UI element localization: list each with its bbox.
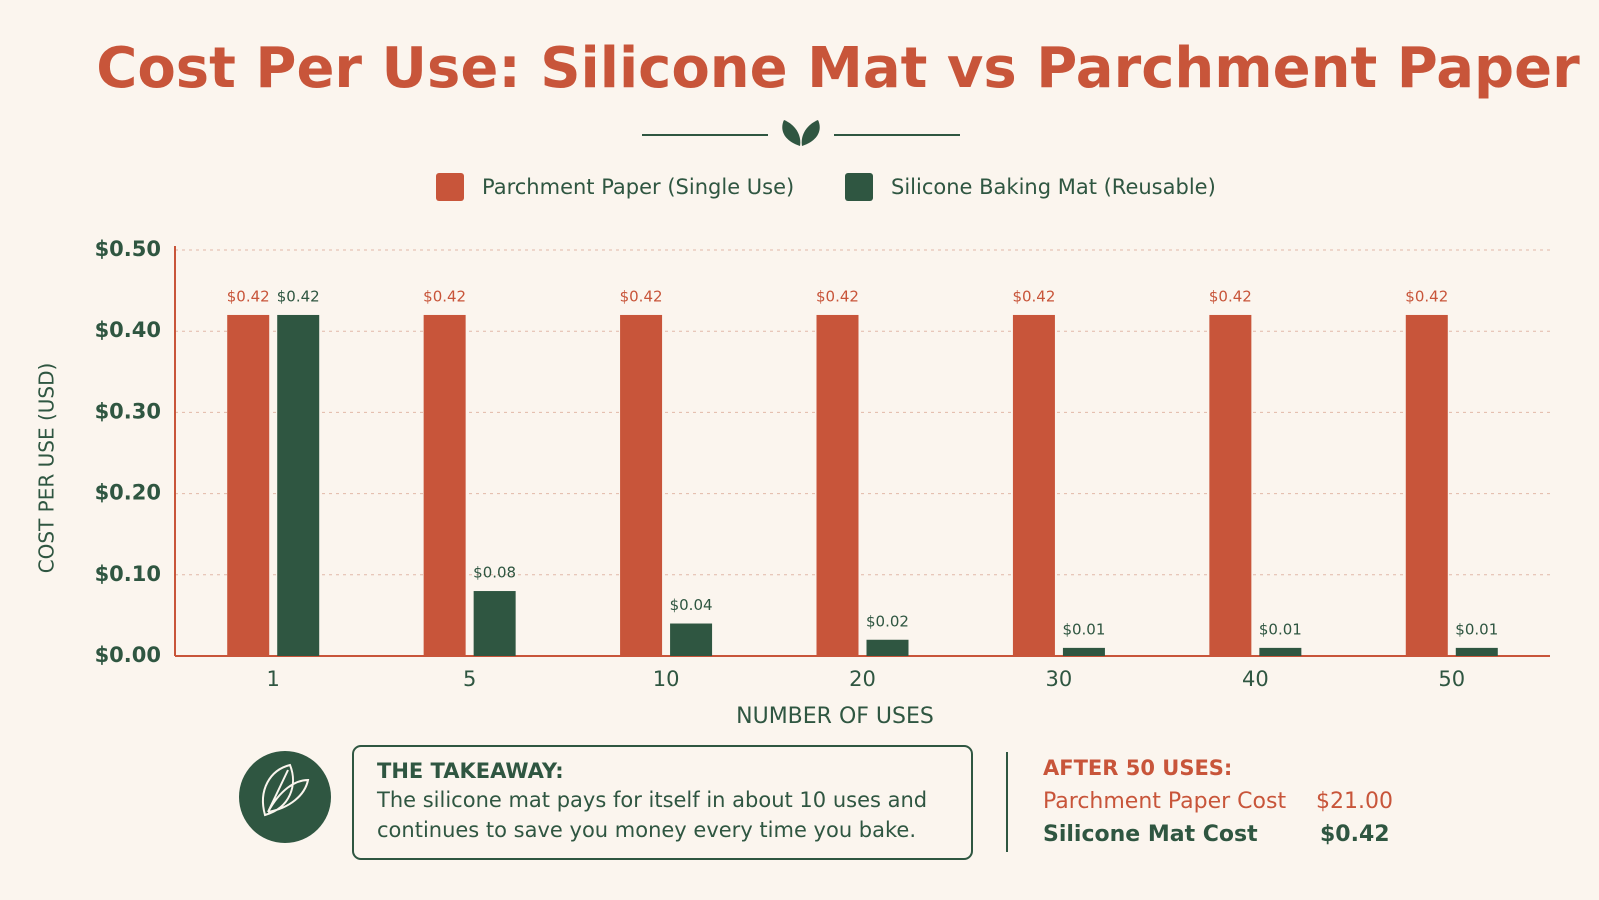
takeaway-title: THE TAKEAWAY: [377,759,564,783]
takeaway: THE TAKEAWAY: The silicone mat pays for … [239,745,1393,860]
legend-swatch [845,173,873,201]
summary-label: Parchment Paper Cost [1043,789,1286,814]
x-tick-label: 40 [1242,667,1269,691]
summary-value: $0.42 [1320,822,1390,847]
takeaway-text: The silicone mat pays for itself in abou… [376,788,927,812]
y-tick-label: $0.40 [95,318,161,342]
legend-swatch [436,173,464,201]
leaf-icon [239,751,331,843]
bar [1012,314,1055,656]
data-label: $0.42 [1012,287,1055,305]
leaf-outline [262,763,310,817]
bar [1209,314,1252,656]
data-label: $0.01 [1455,620,1498,638]
bar [1259,647,1302,656]
bar [423,314,466,656]
data-label: $0.42 [227,287,270,305]
x-tick-label: 30 [1046,667,1073,691]
x-tick-label: 5 [463,667,476,691]
bar [866,639,909,656]
x-tick-label: 1 [267,667,280,691]
bar [816,314,859,656]
summary-value: $21.00 [1316,789,1393,814]
data-label: $0.04 [670,596,713,614]
y-tick-label: $0.10 [95,562,161,586]
data-label: $0.02 [866,612,909,630]
divider-ornament [642,120,960,146]
bar [227,314,270,656]
data-label: $0.01 [1062,620,1105,638]
takeaway-text: continues to save you money every time y… [377,818,916,842]
chart-title: Cost Per Use: Silicone Mat vs Parchment … [96,36,1580,101]
data-label: $0.42 [1405,287,1448,305]
data-label: $0.42 [620,287,663,305]
legend-label: Silicone Baking Mat (Reusable) [891,175,1216,199]
data-label: $0.42 [277,287,320,305]
data-label: $0.42 [816,287,859,305]
y-tick-label: $0.20 [95,481,161,505]
data-label: $0.01 [1259,620,1302,638]
data-label: $0.08 [473,564,516,582]
legend-label: Parchment Paper (Single Use) [482,175,794,199]
x-tick-label: 20 [849,667,876,691]
x-tick-label: 50 [1438,667,1465,691]
bar [1062,647,1105,656]
summary-label: Silicone Mat Cost [1043,822,1258,847]
data-label: $0.42 [1209,287,1252,305]
bar [620,314,663,656]
bar [473,591,516,656]
bar [1455,647,1498,656]
data-label: $0.42 [423,287,466,305]
bar [277,314,320,656]
x-axis-title: NUMBER OF USES [736,704,934,729]
summary-title: AFTER 50 USES: [1043,756,1232,780]
x-tick-label: 10 [653,667,680,691]
bar [1405,314,1448,656]
bar [670,623,713,656]
y-axis-title: COST PER USE (USD) [35,363,59,574]
y-tick-label: $0.30 [95,399,161,423]
y-tick-label: $0.00 [95,643,161,667]
takeaway-box [352,745,973,860]
y-tick-label: $0.50 [95,237,161,261]
